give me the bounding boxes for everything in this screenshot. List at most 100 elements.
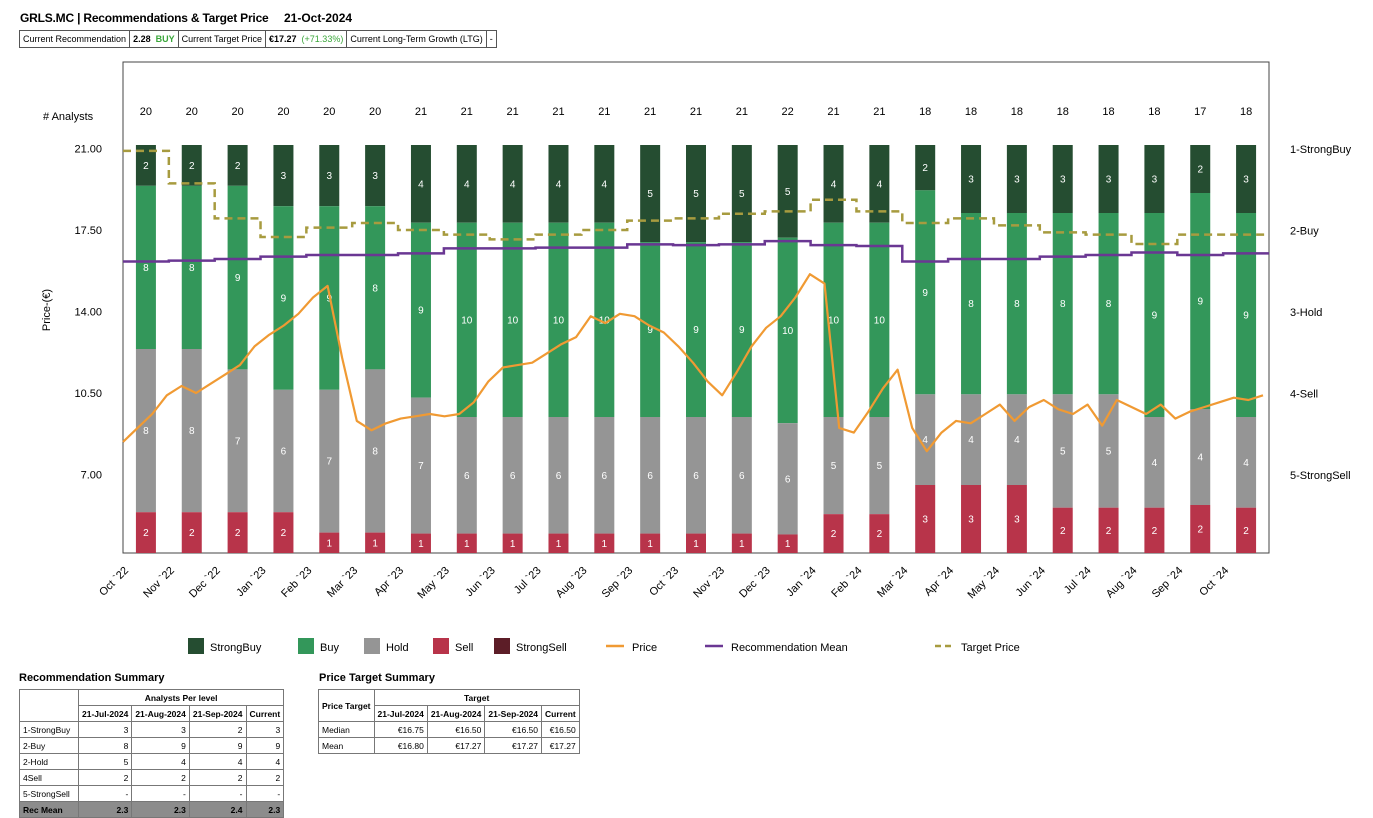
current-recommendation-label: Current Recommendation	[18, 30, 131, 48]
analyst-count-label: 20	[323, 106, 335, 118]
price-line	[122, 273, 1264, 453]
table-cell: €16.80	[373, 737, 428, 754]
x-tick-label: Apr `23	[372, 565, 406, 599]
bar-label: 10	[553, 315, 565, 326]
bar-label: 10	[782, 326, 794, 337]
analysts-label: # Analysts	[43, 111, 94, 123]
table-cell: €17.27	[541, 737, 580, 754]
bar-label: 9	[235, 273, 241, 284]
bar-hold	[640, 417, 661, 534]
rec-summary-group-header: Analysts Per level	[77, 689, 285, 706]
analyst-count-label: 18	[1011, 106, 1023, 118]
bar-buy	[1236, 213, 1257, 417]
table-cell: €16.50	[541, 721, 580, 738]
table-cell: 2	[245, 769, 285, 786]
bar-strongbuy	[961, 145, 982, 213]
bar-label: 7	[418, 461, 424, 472]
bar-strongbuy	[502, 145, 523, 223]
analyst-count-label: 18	[1148, 106, 1160, 118]
bar-strongbuy	[319, 145, 340, 207]
bar-strongbuy	[227, 145, 248, 186]
bar-label: 3	[1243, 175, 1249, 186]
analyst-count-label: 21	[873, 106, 885, 118]
bar-label: 2	[1152, 526, 1158, 537]
legend-label: Buy	[320, 642, 339, 654]
row-label: 5-StrongSell	[19, 785, 79, 802]
analyst-count-label: 18	[919, 106, 931, 118]
bar-buy	[1098, 213, 1119, 395]
bar-buy	[135, 185, 156, 349]
x-tick-label: Feb `23	[279, 565, 314, 600]
bar-label: 8	[968, 299, 974, 310]
bar-buy	[227, 185, 248, 370]
bar-hold	[869, 417, 890, 515]
bar-label: 2	[189, 161, 195, 172]
bar-hold	[227, 369, 248, 513]
y-tick-label: 21.00	[74, 144, 102, 156]
table-cell: 5	[77, 753, 133, 770]
x-tick-label: Aug `23	[554, 565, 590, 601]
bar-hold	[181, 349, 202, 513]
x-tick-label: Oct `24	[1197, 565, 1231, 599]
bar-label: 6	[602, 471, 608, 482]
bar-buy	[181, 185, 202, 349]
row-label: Rec Mean	[19, 801, 79, 818]
analyst-count-label: 21	[598, 106, 610, 118]
bar-label: 3	[1014, 515, 1020, 526]
bar-label: 4	[877, 179, 883, 190]
bar-label: 3	[968, 515, 974, 526]
bar-sell	[319, 532, 340, 553]
table-cell: €17.27	[484, 737, 543, 754]
bar-hold	[1236, 417, 1257, 508]
column-header: 21-Sep-2024	[188, 705, 247, 722]
bar-sell	[1190, 505, 1211, 553]
bar-hold	[135, 349, 156, 513]
bar-hold	[548, 417, 569, 534]
bar-strongbuy	[273, 145, 294, 207]
legend-label: Recommendation Mean	[731, 642, 848, 654]
table-cell: 2.3	[245, 801, 285, 818]
bar-label: 1	[326, 538, 332, 549]
bar-sell	[548, 533, 569, 553]
bar-label: 3	[1014, 175, 1020, 186]
legend-label: Hold	[386, 642, 409, 654]
bar-label: 6	[647, 471, 653, 482]
bar-label: 1	[556, 539, 562, 550]
bar-buy	[1190, 193, 1211, 409]
bar-label: 6	[693, 471, 699, 482]
analyst-count-label: 21	[827, 106, 839, 118]
bar-label: 8	[143, 426, 149, 437]
bar-buy	[456, 222, 477, 417]
right-axis-label: 3-Hold	[1290, 307, 1322, 319]
bar-label: 4	[464, 179, 470, 190]
x-tick-label: Sep `24	[1150, 565, 1186, 601]
table-cell: €17.27	[426, 737, 486, 754]
column-header: Current	[541, 705, 580, 722]
table-cell: 2	[188, 721, 247, 738]
table-row: Median €16.75 €16.50 €16.50 €16.50	[318, 721, 580, 738]
row-label: Median	[318, 721, 375, 738]
bar-label: 1	[418, 539, 424, 550]
target-price-line	[123, 149, 1269, 246]
bar-label: 2	[1243, 526, 1249, 537]
bar-buy	[502, 222, 523, 417]
table-cell: 3	[77, 721, 133, 738]
row-label: 2-Buy	[19, 737, 79, 754]
table-cell: €16.50	[484, 721, 543, 738]
table-cell: -	[131, 785, 190, 802]
bar-label: 9	[693, 325, 699, 336]
x-tick-label: Apr `24	[922, 565, 956, 599]
row-label: 1-StrongBuy	[19, 721, 79, 738]
table-cell: 4	[188, 753, 247, 770]
legend-label: Target Price	[961, 642, 1020, 654]
table-cell: 4	[131, 753, 190, 770]
bar-strongbuy	[1006, 145, 1027, 213]
bar-label: 5	[785, 187, 791, 198]
x-tick-label: Nov `22	[141, 565, 177, 601]
table-row: 2-Hold 5 4 4 4	[19, 753, 285, 770]
bar-sell	[1052, 507, 1073, 553]
bar-label: 3	[281, 171, 287, 182]
y-tick-label: 7.00	[81, 470, 102, 482]
bar-strongbuy	[181, 145, 202, 186]
bar-hold	[1052, 394, 1073, 508]
